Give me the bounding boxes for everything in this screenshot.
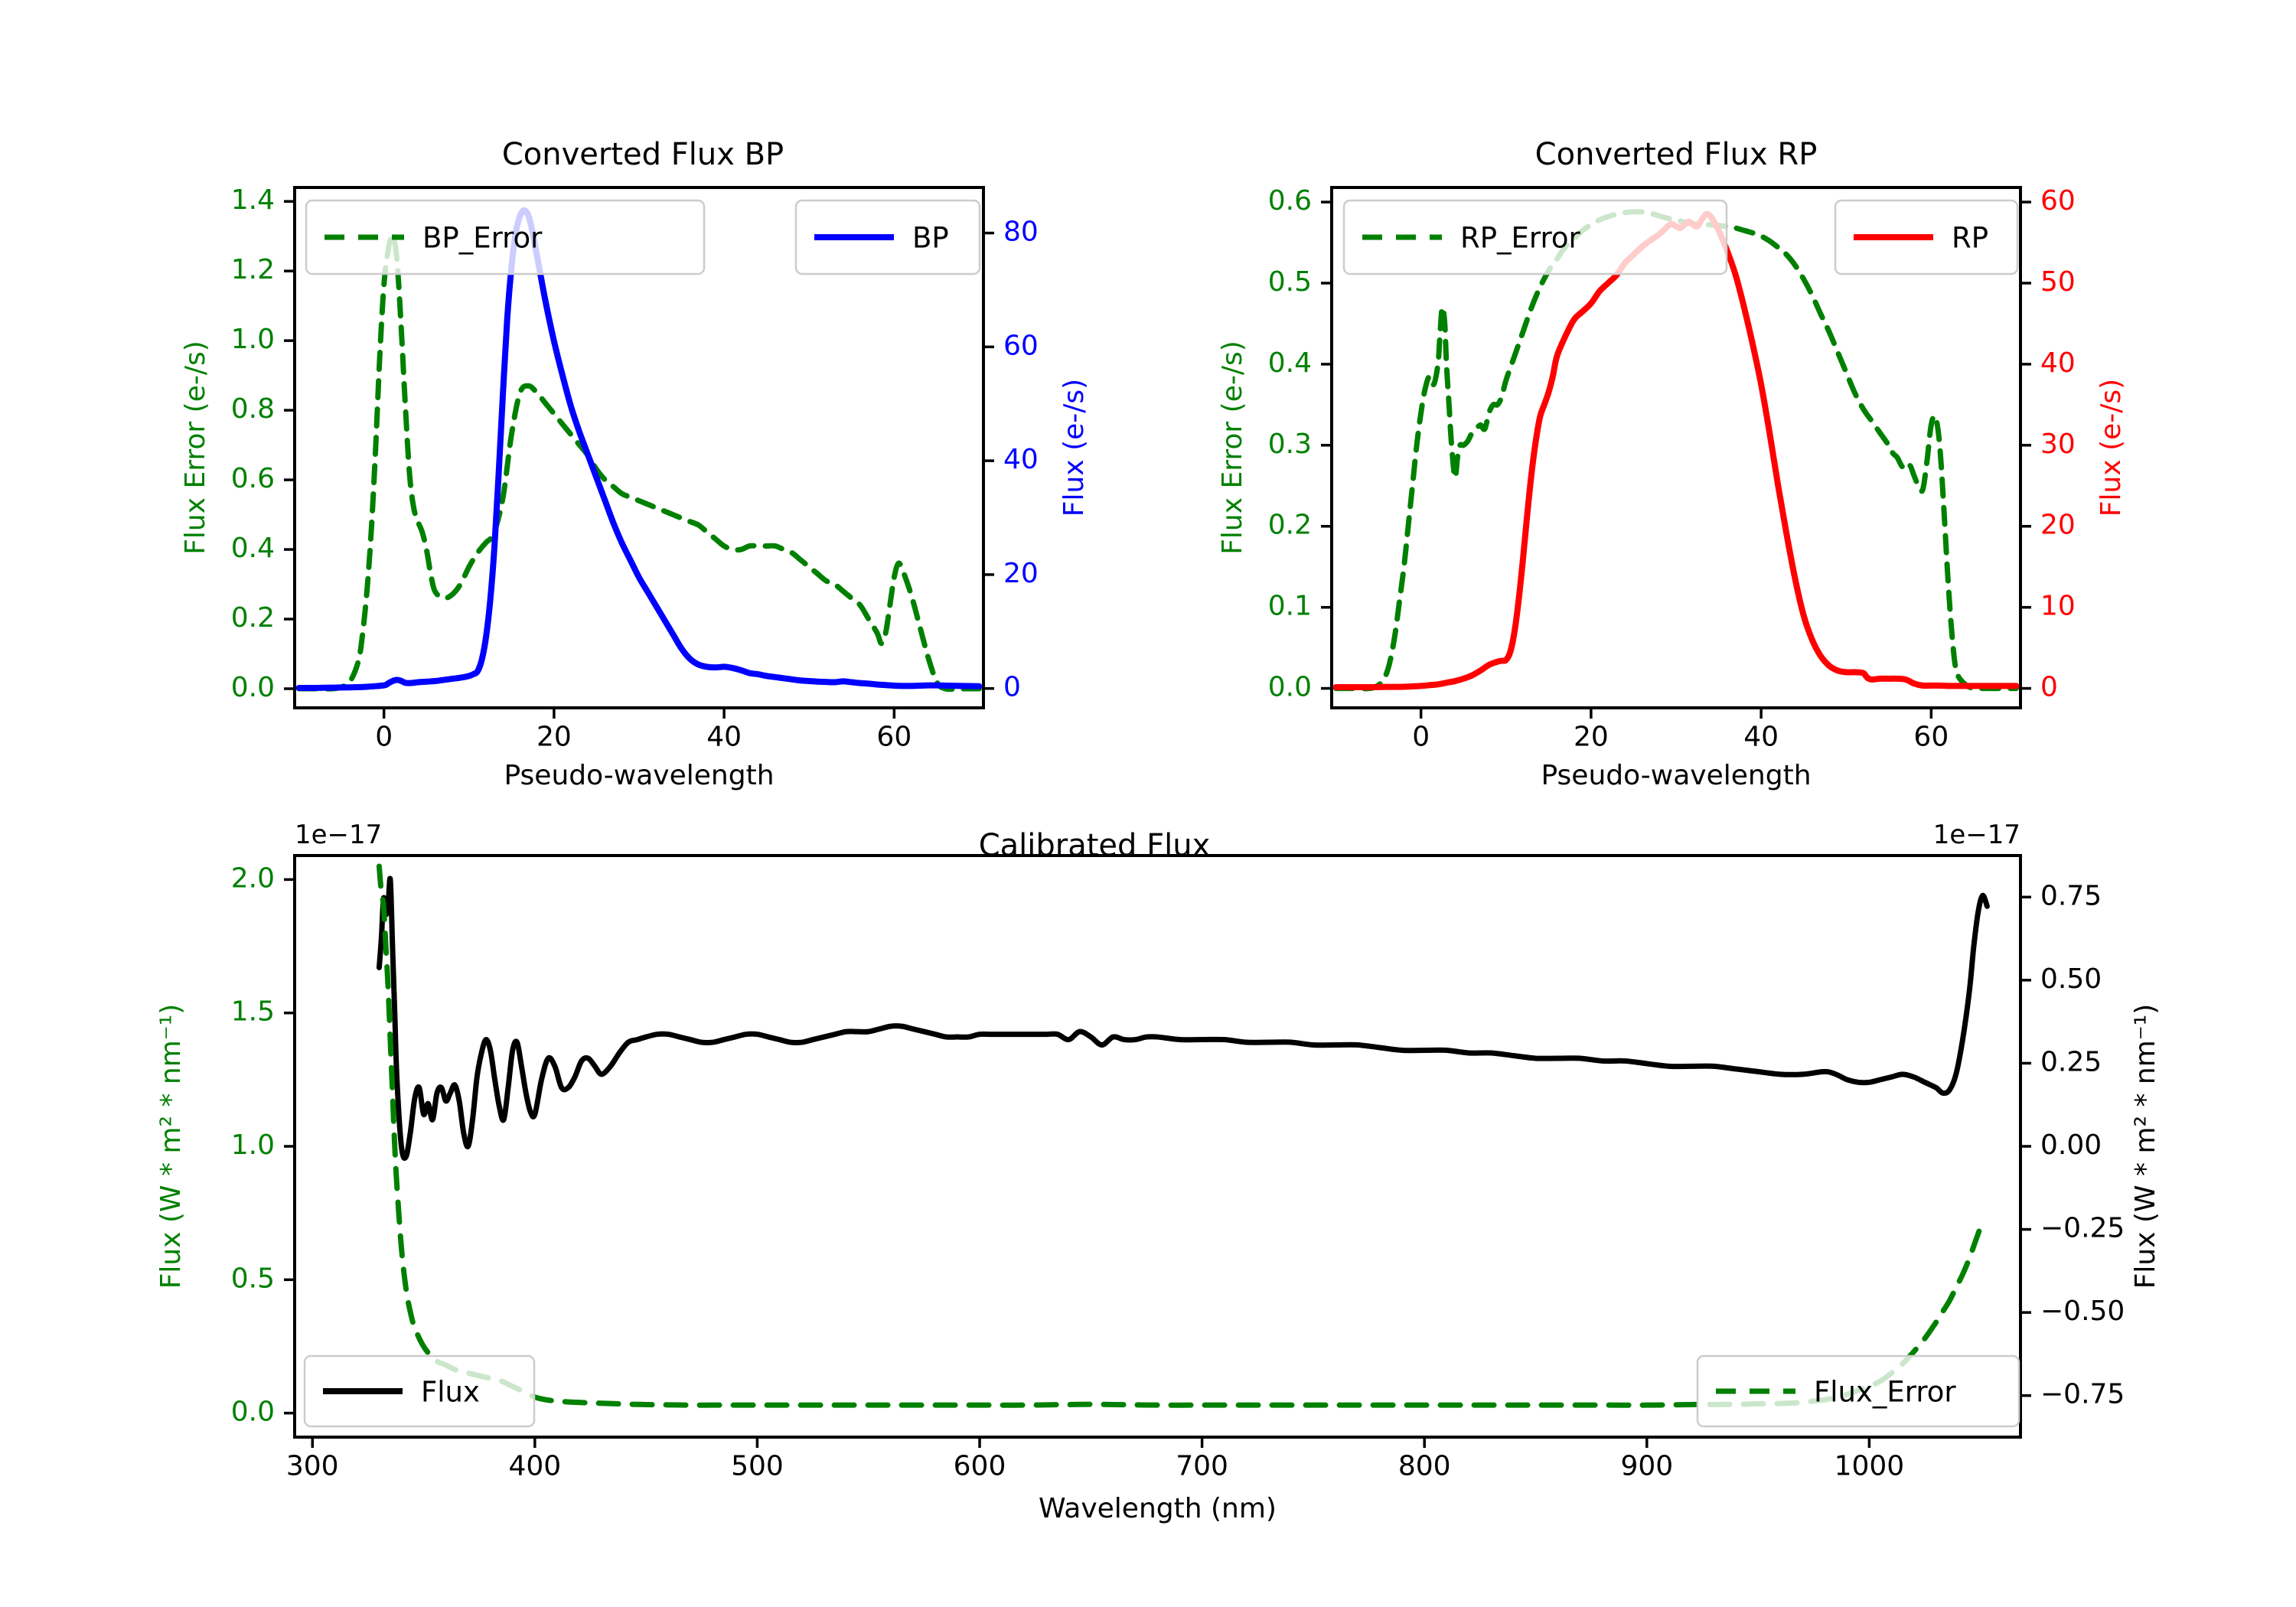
legend-bp-error-box[interactable] xyxy=(305,199,706,275)
x-ticklabel: 60 xyxy=(876,722,912,753)
legend-cal-fluxerror-label: Flux_Error xyxy=(1814,1376,1956,1409)
y-ticklabel-left: 0.0 xyxy=(1268,672,1312,703)
y-ticklabel-left: 1.5 xyxy=(231,996,275,1028)
x-axis-label: Pseudo-wavelength xyxy=(1541,760,1811,791)
rp-title: Converted Flux RP xyxy=(1535,137,1818,172)
y-ticklabel-right: 0.75 xyxy=(2040,880,2102,911)
series-line-bp xyxy=(295,207,983,691)
y-ticklabel-left: 0.2 xyxy=(1268,510,1312,541)
y-ticklabel-left: 0.6 xyxy=(231,463,275,494)
legend-cal-fluxerror-box[interactable] xyxy=(1696,1354,2020,1428)
y-ticklabel-right: 30 xyxy=(2040,429,2076,460)
y-ticklabel-left: 0.6 xyxy=(1268,185,1312,217)
legend-rp-error-box[interactable] xyxy=(1342,199,1728,275)
y-ticklabel-right: −0.50 xyxy=(2040,1296,2125,1327)
x-ticklabel: 800 xyxy=(1398,1451,1451,1482)
y-axis-label-left: Flux Error (e-/s) xyxy=(180,341,211,555)
y-ticklabel-right: 60 xyxy=(2040,185,2076,217)
y-ticklabel-right: 20 xyxy=(2040,510,2076,541)
y-ticklabel-left: 0.2 xyxy=(231,602,275,634)
y-ticklabel-left: 2.0 xyxy=(231,862,275,894)
legend-rp-flux-label: RP xyxy=(1952,222,1988,255)
y-ticklabel-right: 0 xyxy=(2040,672,2058,703)
y-ticklabel-left: 0.3 xyxy=(1268,429,1312,460)
x-ticklabel: 500 xyxy=(731,1451,784,1482)
series-line-flux xyxy=(376,875,1990,1161)
y-axis-label-right: Flux (e-/s) xyxy=(1058,379,1090,517)
y-ticklabel-right: 50 xyxy=(2040,266,2076,298)
x-ticklabel: 900 xyxy=(1620,1451,1673,1482)
y-ticklabel-left: 0.5 xyxy=(231,1263,275,1294)
x-ticklabel: 40 xyxy=(1743,722,1779,753)
plot-frame xyxy=(293,186,985,709)
bp-svg: Converted Flux BP 0.0 0.2 0.4 0.6 0.8 1.0 1.2 1… xyxy=(180,137,1090,791)
bp-title: Converted Flux BP xyxy=(502,137,784,172)
series-line-rp xyxy=(1332,210,2020,691)
series-line-flux_error xyxy=(376,863,1986,1408)
x-ticklabel: 0 xyxy=(375,722,393,753)
legend-bp-flux-label: BP xyxy=(912,222,949,255)
x-ticklabel: 1000 xyxy=(1835,1451,1905,1482)
x-ticklabel: 600 xyxy=(954,1451,1006,1482)
series-line-bp_error xyxy=(296,233,982,693)
x-ticklabel: 20 xyxy=(536,722,572,753)
x-axis-label: Wavelength (nm) xyxy=(1039,1493,1277,1524)
y-ticklabel-left: 1.4 xyxy=(231,184,275,216)
rp-svg: Converted Flux RP 0.0 0.1 0.2 0.3 0.4 0.5 0.6 0… xyxy=(1217,137,2127,791)
y-ticklabel-left: 0.5 xyxy=(1268,266,1312,298)
y-ticklabel-right: 0.00 xyxy=(2040,1129,2102,1161)
y-axis-label-right: Flux (W * m² * nm⁻¹) xyxy=(2130,1004,2161,1289)
x-ticklabel: 700 xyxy=(1176,1451,1228,1482)
y-axis-label-right: Flux (e-/s) xyxy=(2095,379,2127,517)
legend-bp-error-label: BP_Error xyxy=(422,222,543,255)
panel-calibrated-flux: Calibrated Flux 1e−17 1e−17 0.0 0.5 1.0 1.5 2.… xyxy=(0,811,2296,1607)
y-ticklabel-right: 40 xyxy=(1003,444,1039,475)
plot-frame xyxy=(293,854,2022,1439)
y-ticklabel-left: 0.0 xyxy=(231,672,275,703)
y-axis-label-left: Flux Error (e-/s) xyxy=(1217,341,1248,555)
calibrated-title: Calibrated Flux xyxy=(979,828,1211,863)
y-offset-left: 1e−17 xyxy=(295,820,382,850)
series-line-rp_error xyxy=(1333,209,2019,692)
y-ticklabel-left: 1.0 xyxy=(231,1129,275,1161)
x-ticklabel: 60 xyxy=(1913,722,1949,753)
y-ticklabel-right: 20 xyxy=(1003,558,1039,589)
panel-converted-flux-bp: Converted Flux BP 0.0 0.2 0.4 0.6 0.8 1.0 1.2 1… xyxy=(0,0,1148,811)
x-ticklabel: 400 xyxy=(508,1451,561,1482)
legend-cal-flux-box[interactable] xyxy=(303,1354,536,1428)
x-ticklabel: 20 xyxy=(1574,722,1609,753)
y-ticklabel-left: 1.0 xyxy=(231,324,275,355)
y-ticklabel-right: 0 xyxy=(1003,672,1021,703)
plot-frame xyxy=(1330,186,2022,709)
y-ticklabel-left: 0.4 xyxy=(1268,347,1312,379)
y-ticklabel-right: −0.25 xyxy=(2040,1213,2125,1244)
y-ticklabel-right: −0.75 xyxy=(2040,1379,2125,1410)
x-ticklabel: 40 xyxy=(706,722,742,753)
calibrated-svg: Calibrated Flux 1e−17 1e−17 0.0 0.5 1.0 1.5 2.… xyxy=(155,820,2161,1524)
panel-converted-flux-rp: Converted Flux RP 0.0 0.1 0.2 0.3 0.4 0.5 0.6 0… xyxy=(1148,0,2296,811)
y-offset-right: 1e−17 xyxy=(1933,820,2020,850)
y-ticklabel-right: 40 xyxy=(2040,347,2076,379)
y-ticklabel-right: 60 xyxy=(1003,330,1039,361)
legend-rp-error-label: RP_Error xyxy=(1460,222,1580,255)
y-ticklabel-left: 0.0 xyxy=(231,1397,275,1428)
y-ticklabel-right: 0.50 xyxy=(2040,963,2102,995)
y-ticklabel-left: 0.8 xyxy=(231,393,275,425)
y-ticklabel-right: 0.25 xyxy=(2040,1046,2102,1077)
x-ticklabel: 0 xyxy=(1412,722,1430,753)
x-ticklabel: 300 xyxy=(286,1451,339,1482)
legend-cal-flux-label: Flux xyxy=(421,1376,480,1409)
y-ticklabel-left: 0.4 xyxy=(231,533,275,564)
y-ticklabel-left: 1.2 xyxy=(231,254,275,285)
x-axis-label: Pseudo-wavelength xyxy=(504,760,774,791)
y-ticklabel-right: 80 xyxy=(1003,217,1039,248)
y-ticklabel-left: 0.1 xyxy=(1268,591,1312,622)
y-ticklabel-right: 10 xyxy=(2040,591,2076,622)
y-axis-label-left: Flux (W * m² * nm⁻¹) xyxy=(155,1004,187,1289)
